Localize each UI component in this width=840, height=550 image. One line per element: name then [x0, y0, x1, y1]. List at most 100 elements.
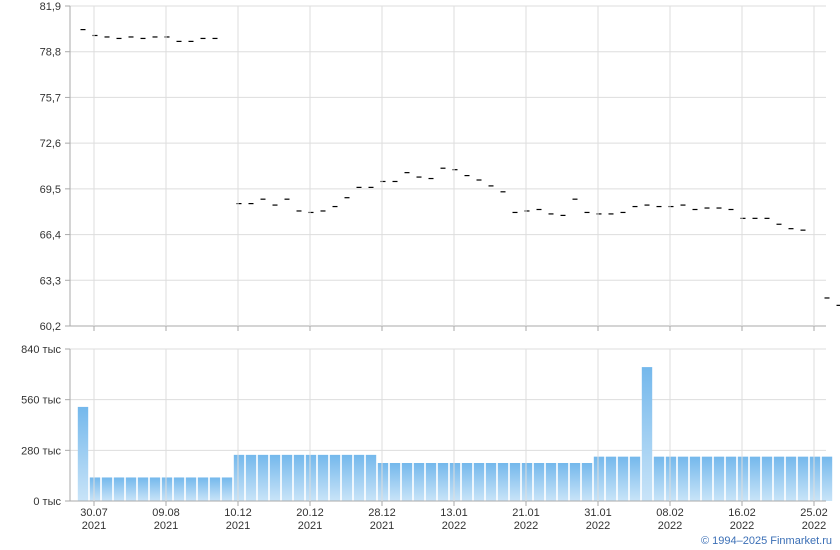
x-tick-date: 31.01 — [584, 507, 612, 519]
volume-bar — [569, 463, 581, 501]
volume-bar — [281, 454, 293, 501]
volume-bar — [269, 454, 281, 501]
volume-bar — [509, 463, 521, 501]
volume-panel: 840 тыс 560 тыс 280 тыс 0 тыс — [21, 344, 833, 508]
price-tick-label: 81,9 — [40, 1, 61, 13]
volume-bar — [821, 456, 833, 501]
volume-bar — [689, 456, 701, 501]
x-tick-date: 09.08 — [152, 507, 180, 519]
volume-tick-label: 840 тыс — [21, 344, 61, 356]
volume-bar — [173, 477, 185, 501]
x-tick-year: 2021 — [370, 520, 394, 532]
x-tick-date: 30.07 — [80, 507, 108, 519]
x-tick-date: 20.12 — [296, 507, 324, 519]
volume-bar — [377, 463, 389, 501]
volume-bar — [761, 456, 773, 501]
volume-bar — [161, 477, 173, 501]
volume-bar — [413, 463, 425, 501]
volume-bar — [425, 463, 437, 501]
copyright-link[interactable]: © 1994–2025 Finmarket.ru — [700, 535, 832, 547]
volume-bar — [677, 456, 689, 501]
x-tick-year: 2021 — [82, 520, 106, 532]
volume-bar — [713, 456, 725, 501]
volume-bar — [389, 463, 401, 501]
volume-bar — [317, 454, 329, 501]
volume-bar — [245, 454, 257, 501]
volume-bar — [149, 477, 161, 501]
x-tick-date: 08.02 — [656, 507, 684, 519]
volume-bar — [473, 463, 485, 501]
x-tick-year: 2022 — [730, 520, 754, 532]
x-tick-year: 2021 — [154, 520, 178, 532]
volume-bar — [113, 477, 125, 501]
volume-bar — [437, 463, 449, 501]
volume-bar — [557, 463, 569, 501]
volume-bar — [773, 456, 785, 501]
volume-bar — [629, 456, 641, 501]
price-tick-label: 72,6 — [40, 138, 61, 150]
x-tick-year: 2022 — [658, 520, 682, 532]
volume-tick-label: 560 тыс — [21, 395, 61, 407]
volume-bar — [665, 456, 677, 501]
volume-bar — [641, 367, 653, 501]
volume-bar — [329, 454, 341, 501]
volume-bar — [785, 456, 797, 501]
volume-tick-label: 0 тыс — [33, 496, 61, 508]
volume-bar — [341, 454, 353, 501]
volume-bar — [461, 463, 473, 501]
volume-bar — [581, 463, 593, 501]
volume-bar — [521, 463, 533, 501]
volume-bar — [797, 456, 809, 501]
volume-bar — [701, 456, 713, 501]
volume-bar — [125, 477, 137, 501]
price-tick-label: 60,2 — [40, 321, 61, 333]
volume-bar — [89, 477, 101, 501]
x-tick-year: 2022 — [802, 520, 826, 532]
volume-bar — [725, 456, 737, 501]
volume-bar — [605, 456, 617, 501]
volume-bar — [449, 463, 461, 501]
volume-bar — [545, 463, 557, 501]
volume-bar — [749, 456, 761, 501]
volume-bar — [653, 456, 665, 501]
volume-bar — [737, 456, 749, 501]
volume-bar — [257, 454, 269, 501]
price-panel: 81,9 78,8 75,7 72,6 69,5 66,4 63,3 60,2 — [40, 1, 840, 333]
volume-bar — [617, 456, 629, 501]
x-tick-year: 2021 — [298, 520, 322, 532]
volume-bar — [533, 463, 545, 501]
volume-bar — [77, 406, 89, 501]
x-tick-year: 2022 — [442, 520, 466, 532]
volume-bar — [401, 463, 413, 501]
price-tick-label: 69,5 — [40, 184, 61, 196]
volume-bar — [593, 456, 605, 501]
volume-bar — [221, 477, 233, 501]
volume-bar — [365, 454, 377, 501]
volume-bar — [497, 463, 509, 501]
x-axis: 30.07202109.08202110.12202120.12202128.1… — [80, 6, 828, 532]
volume-bar — [485, 463, 497, 501]
volume-bar — [137, 477, 149, 501]
volume-bar — [809, 456, 821, 501]
x-tick-date: 28.12 — [368, 507, 396, 519]
price-tick-label: 75,7 — [40, 92, 61, 104]
x-tick-date: 16.02 — [728, 507, 756, 519]
volume-bar — [293, 454, 305, 501]
x-tick-year: 2022 — [586, 520, 610, 532]
x-tick-date: 13.01 — [440, 507, 468, 519]
volume-bar — [233, 454, 245, 501]
x-tick-date: 25.02 — [800, 507, 828, 519]
volume-tick-label: 280 тыс — [21, 445, 61, 457]
volume-bar — [185, 477, 197, 501]
price-tick-label: 63,3 — [40, 275, 61, 287]
volume-bar — [305, 454, 317, 501]
x-tick-date: 10.12 — [224, 507, 252, 519]
volume-bar — [197, 477, 209, 501]
price-tick-label: 78,8 — [40, 47, 61, 59]
x-tick-year: 2021 — [226, 520, 250, 532]
volume-bar — [101, 477, 113, 501]
price-tick-label: 66,4 — [40, 230, 61, 242]
volume-bar — [353, 454, 365, 501]
x-tick-year: 2022 — [514, 520, 538, 532]
